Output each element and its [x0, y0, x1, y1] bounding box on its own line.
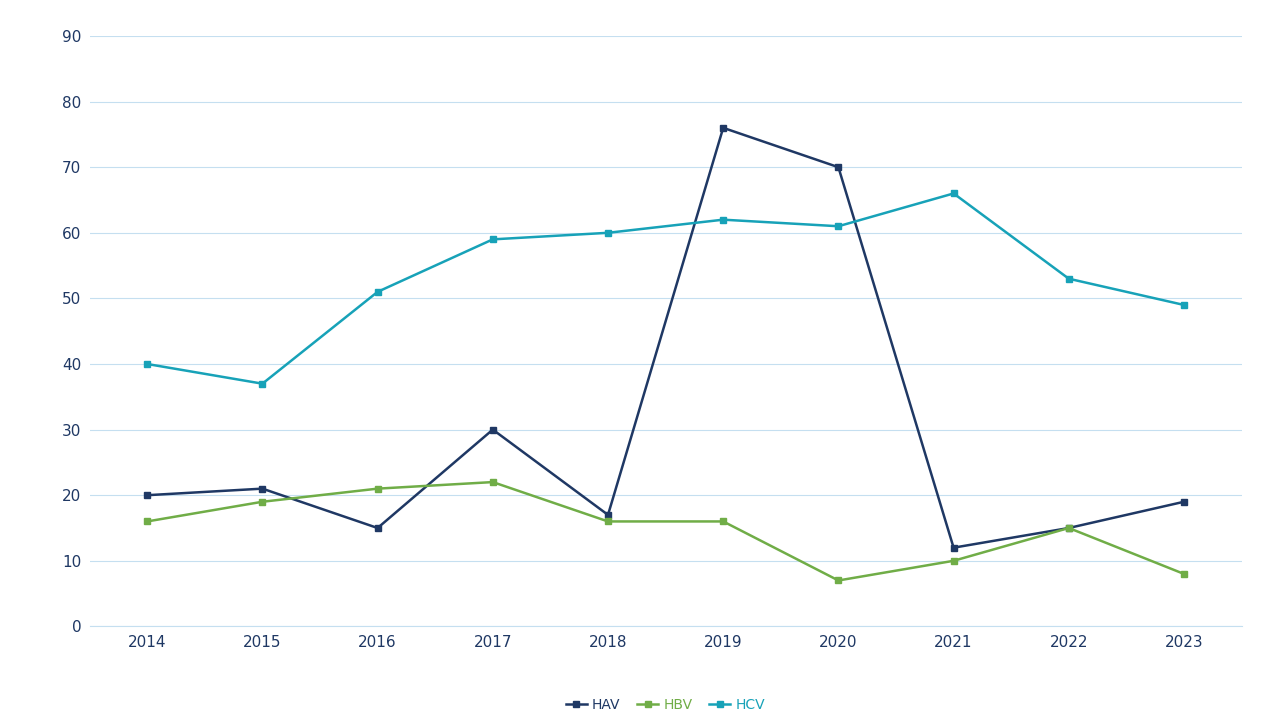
HAV: [716, 124, 731, 132]
Line: HCV: HCV: [143, 190, 1188, 387]
HCV: [1061, 274, 1076, 283]
HBV: [831, 576, 846, 585]
HAV: [370, 523, 385, 532]
HBV: [716, 517, 731, 526]
HBV: [1061, 523, 1076, 532]
HAV: [485, 426, 500, 434]
HBV: [946, 557, 961, 565]
HBV: [1176, 570, 1192, 578]
HBV: [600, 517, 616, 526]
HCV: [600, 228, 616, 237]
Legend: HAV, HBV, HCV: HAV, HBV, HCV: [561, 693, 771, 718]
HCV: [1176, 301, 1192, 310]
HCV: [831, 222, 846, 230]
HBV: [140, 517, 155, 526]
HCV: [946, 189, 961, 198]
HBV: [255, 498, 270, 506]
HCV: [716, 215, 731, 224]
HCV: [255, 379, 270, 388]
HCV: [140, 360, 155, 369]
Line: HBV: HBV: [143, 479, 1188, 584]
Line: HAV: HAV: [143, 125, 1188, 551]
HCV: [370, 287, 385, 296]
HAV: [600, 510, 616, 519]
HBV: [370, 485, 385, 493]
HBV: [485, 478, 500, 487]
HAV: [831, 163, 846, 171]
HAV: [140, 491, 155, 500]
HAV: [946, 544, 961, 552]
HAV: [255, 485, 270, 493]
HAV: [1176, 498, 1192, 506]
HAV: [1061, 523, 1076, 532]
HCV: [485, 235, 500, 243]
